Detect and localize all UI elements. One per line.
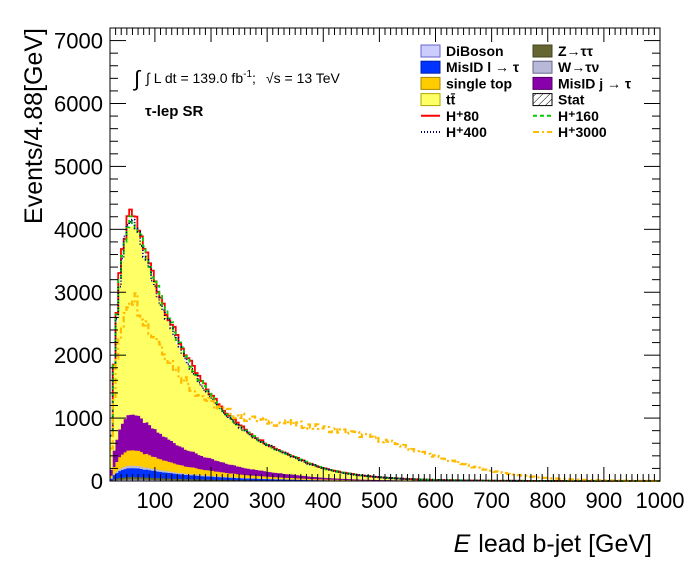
legend-label: Z→ττ [558,43,594,59]
y-tick-label: 4000 [54,217,103,242]
legend-swatch [420,60,441,74]
legend-swatch-hatch [532,93,553,107]
legend-label: DiBoson [446,43,504,59]
x-tick-label: 900 [586,488,623,513]
legend-label: H⁺3000 [558,124,607,140]
x-tick-label: 100 [137,488,174,513]
y-tick-label: 6000 [54,92,103,117]
lumi-text: ∫ L dt = 139.0 fb [145,70,243,86]
legend-label: H⁺160 [558,108,599,124]
legend-label: single top [446,75,512,91]
y-tick-label: 3000 [54,280,103,305]
energy-sqrt: √s [266,70,281,86]
x-axis-label-text: lead b-jet [GeV] [478,530,652,558]
lumi-exponent: -1 [243,69,252,80]
legend-label: Stat [558,92,585,108]
y-tick-label: 7000 [54,29,103,54]
x-tick-label: 700 [473,488,510,513]
legend-swatch [420,76,441,90]
legend-label: H⁺80 [446,108,479,124]
legend-swatch [532,76,553,90]
y-tick-label: 0 [91,469,103,494]
lumi-separator: ; [252,70,256,86]
signal-line-4 [110,292,660,483]
x-tick-label: 1000 [636,488,685,513]
signal-line-3 [110,218,660,482]
lumi-annotation: ∫ L dt = 139.0 fb-1; √s = 13 TeV [145,69,341,86]
legend-label: MisID j → τ [558,75,632,91]
energy-text: = 13 TeV [281,70,341,86]
region-label: τ-lep SR [145,103,204,120]
legend-swatch [420,44,441,58]
legend-swatch [532,44,553,58]
legend-label: W→τν [558,59,599,75]
legend-swatch [420,93,441,107]
legend-label: tt̄ [446,91,456,107]
x-tick-label: 500 [361,488,398,513]
x-tick-label: 400 [305,488,342,513]
legend-label: MisID l → τ [446,59,520,75]
y-tick-label: 1000 [54,406,103,431]
integral-sign: ∫ [132,66,142,91]
x-tick-label: 200 [193,488,230,513]
x-axis-label-symbol: E [454,530,471,558]
x-tick-label: 300 [249,488,286,513]
x-tick-label: 600 [417,488,454,513]
y-tick-label: 2000 [54,343,103,368]
x-tick-label: 800 [529,488,566,513]
y-tick-label: 5000 [54,154,103,179]
legend-swatch [532,60,553,74]
y-axis-label: Events/4.88[GeV] [20,28,48,224]
legend-label: H⁺400 [446,124,487,140]
